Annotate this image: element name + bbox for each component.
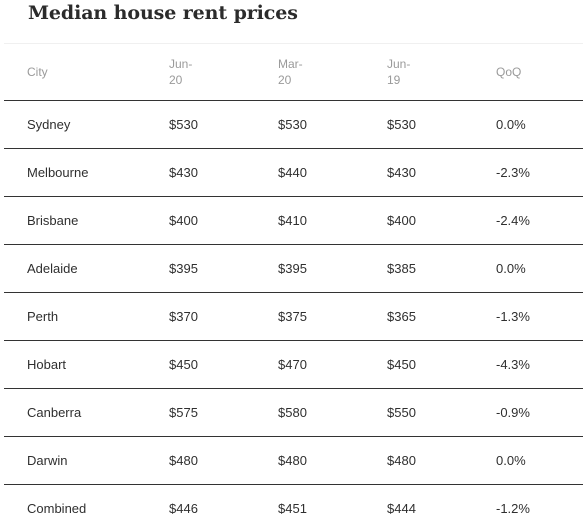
table-row: Melbourne $430 $440 $430 -2.3% xyxy=(4,149,583,197)
cell-jun20: $400 xyxy=(169,213,198,228)
column-header-jun20-line2: 20 xyxy=(169,73,183,87)
cell-qoq: -2.4% xyxy=(496,213,530,228)
cell-city: Canberra xyxy=(27,405,82,420)
cell-jun19: $444 xyxy=(387,501,416,516)
cell-jun19: $450 xyxy=(387,357,416,372)
cell-jun20: $370 xyxy=(169,309,198,324)
cell-city: Brisbane xyxy=(27,213,79,228)
cell-mar20: $530 xyxy=(278,117,307,132)
cell-qoq: -4.3% xyxy=(496,357,530,372)
column-header-qoq[interactable]: QoQ xyxy=(496,65,522,79)
cell-jun19: $430 xyxy=(387,165,416,180)
cell-qoq: 0.0% xyxy=(496,453,526,468)
cell-jun19: $550 xyxy=(387,405,416,420)
cell-qoq: 0.0% xyxy=(496,261,526,276)
cell-jun20: $575 xyxy=(169,405,198,420)
cell-qoq: -0.9% xyxy=(496,405,530,420)
cell-qoq: -2.3% xyxy=(496,165,530,180)
cell-city: Combined xyxy=(27,501,87,516)
column-header-mar20[interactable]: Mar- 20 xyxy=(278,56,338,88)
table-row: Brisbane $400 $410 $400 -2.4% xyxy=(4,197,583,245)
cell-city: Adelaide xyxy=(27,261,78,276)
cell-jun20: $430 xyxy=(169,165,198,180)
table-row: Canberra $575 $580 $550 -0.9% xyxy=(4,389,583,437)
cell-mar20: $470 xyxy=(278,357,307,372)
cell-city: Darwin xyxy=(27,453,68,468)
cell-jun20: $480 xyxy=(169,453,198,468)
column-header-mar20-line1: Mar- xyxy=(278,57,303,71)
table-row: Darwin $480 $480 $480 0.0% xyxy=(4,437,583,485)
cell-mar20: $375 xyxy=(278,309,307,324)
cell-jun19: $480 xyxy=(387,453,416,468)
cell-mar20: $451 xyxy=(278,501,307,516)
page-title: Median house rent prices xyxy=(28,2,298,24)
table-row: Hobart $450 $470 $450 -4.3% xyxy=(4,341,583,389)
cell-mar20: $395 xyxy=(278,261,307,276)
cell-jun19: $385 xyxy=(387,261,416,276)
column-header-city[interactable]: City xyxy=(27,65,48,79)
cell-mar20: $480 xyxy=(278,453,307,468)
column-header-jun19-line1: Jun- xyxy=(387,57,411,71)
cell-qoq: 0.0% xyxy=(496,117,526,132)
cell-mar20: $580 xyxy=(278,405,307,420)
column-header-mar20-line2: 20 xyxy=(278,73,292,87)
column-header-jun19-line2: 19 xyxy=(387,73,401,87)
cell-jun20: $450 xyxy=(169,357,198,372)
cell-city: Hobart xyxy=(27,357,67,372)
cell-jun20: $446 xyxy=(169,501,198,516)
table-header: City Jun- 20 Mar- 20 Jun- 19 QoQ xyxy=(4,44,583,101)
column-header-jun19[interactable]: Jun- 19 xyxy=(387,56,447,88)
table-row: Combined $446 $451 $444 -1.2% xyxy=(4,485,583,532)
table-row: Perth $370 $375 $365 -1.3% xyxy=(4,293,583,341)
table-row: Adelaide $395 $395 $385 0.0% xyxy=(4,245,583,293)
cell-jun19: $530 xyxy=(387,117,416,132)
cell-jun19: $365 xyxy=(387,309,416,324)
cell-mar20: $440 xyxy=(278,165,307,180)
column-header-jun20[interactable]: Jun- 20 xyxy=(169,56,229,88)
cell-city: Sydney xyxy=(27,117,71,132)
cell-qoq: -1.2% xyxy=(496,501,530,516)
cell-mar20: $410 xyxy=(278,213,307,228)
table-row: Sydney $530 $530 $530 0.0% xyxy=(4,101,583,149)
cell-jun20: $530 xyxy=(169,117,198,132)
rent-table: City Jun- 20 Mar- 20 Jun- 19 QoQ Sydney … xyxy=(4,43,583,532)
column-header-jun20-line1: Jun- xyxy=(169,57,193,71)
cell-city: Melbourne xyxy=(27,165,89,180)
cell-qoq: -1.3% xyxy=(496,309,530,324)
cell-jun20: $395 xyxy=(169,261,198,276)
cell-city: Perth xyxy=(27,309,59,324)
cell-jun19: $400 xyxy=(387,213,416,228)
